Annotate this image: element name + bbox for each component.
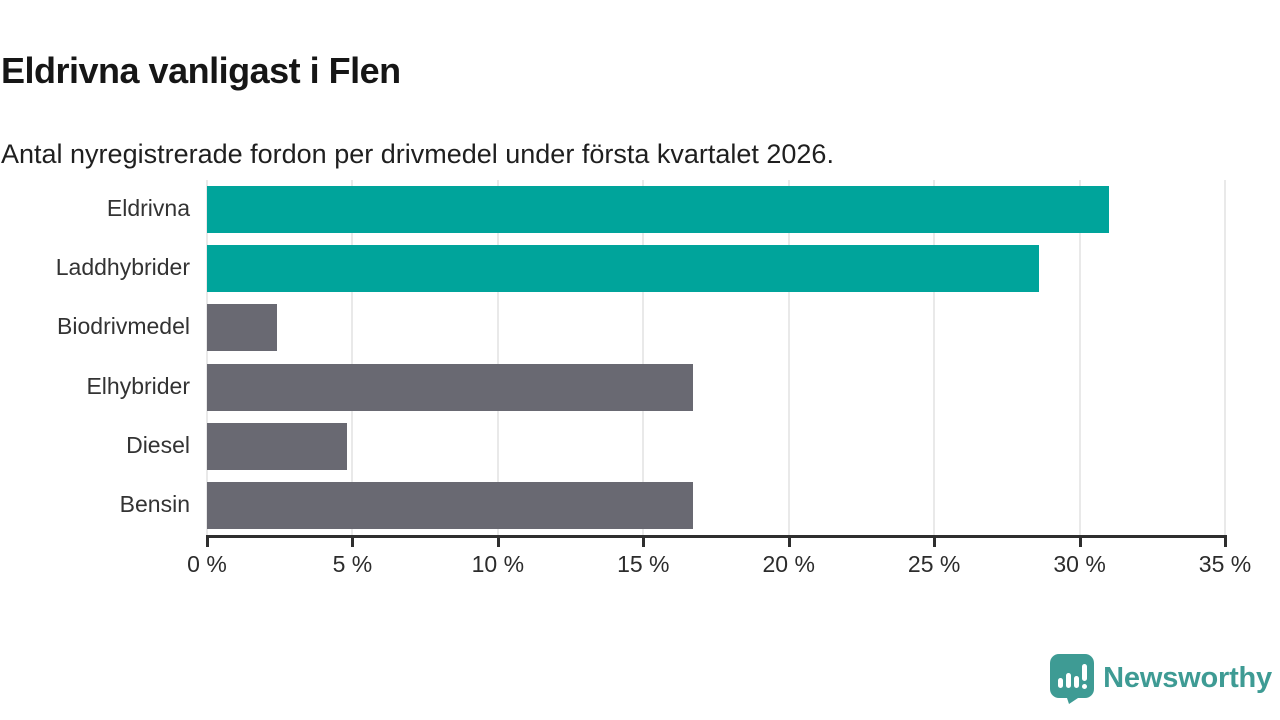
plot-area bbox=[206, 180, 1226, 535]
chart-subtitle: Antal nyregistrerade fordon per drivmede… bbox=[1, 139, 834, 169]
category-labels: Eldrivna Laddhybrider Biodrivmedel Elhybrid… bbox=[0, 180, 190, 535]
gridline bbox=[642, 180, 645, 535]
x-axis: 0 % 5 % 10 % 15 % 20 % 25 % 30 % 35 % bbox=[187, 535, 1251, 580]
x-tick-mark bbox=[1078, 535, 1082, 547]
x-axis-line bbox=[207, 535, 1225, 538]
gridline bbox=[1224, 180, 1226, 535]
brand-link[interactable]: Newsworthy bbox=[1049, 653, 1272, 704]
x-tick-label: 10 % bbox=[471, 551, 525, 577]
bar-chart: Eldrivna Laddhybrider Biodrivmedel Elhybrid… bbox=[0, 180, 1251, 580]
x-tick-mark bbox=[787, 535, 791, 547]
gridline bbox=[206, 180, 208, 535]
x-tick-label: 5 % bbox=[332, 551, 373, 577]
x-tick-mark bbox=[206, 535, 209, 547]
bar-biodrivmedel bbox=[207, 304, 277, 352]
x-tick-label: 15 % bbox=[617, 551, 670, 577]
x-tick-mark bbox=[496, 535, 500, 547]
gridline bbox=[351, 180, 354, 535]
category-label: Diesel bbox=[126, 431, 190, 458]
gridline bbox=[787, 180, 790, 535]
bar-diesel bbox=[207, 422, 347, 470]
x-tick-label: 35 % bbox=[1198, 551, 1252, 577]
chart-title: Eldrivna vanligast i Flen bbox=[1, 50, 401, 92]
category-label: Bensin bbox=[119, 490, 190, 517]
x-tick-mark bbox=[351, 535, 355, 547]
x-tick-mark bbox=[642, 535, 646, 547]
x-tick-label: 25 % bbox=[907, 551, 961, 577]
brand-name: Newsworthy bbox=[1103, 662, 1272, 694]
category-label: Elhybrider bbox=[86, 372, 190, 399]
bar-bensin bbox=[207, 481, 693, 529]
x-tick-mark bbox=[1224, 535, 1227, 547]
gridline bbox=[933, 180, 936, 535]
bar-elhybrider bbox=[207, 363, 693, 411]
category-label: Biodrivmedel bbox=[57, 313, 190, 340]
bar-laddhybrider bbox=[207, 245, 1039, 293]
gridline bbox=[496, 180, 499, 535]
category-label: Laddhybrider bbox=[55, 254, 190, 281]
bar-eldrivna bbox=[207, 186, 1109, 234]
gridline bbox=[1078, 180, 1081, 535]
x-tick-label: 30 % bbox=[1053, 551, 1106, 577]
x-tick-label: 0 % bbox=[187, 551, 227, 577]
category-label: Eldrivna bbox=[106, 195, 190, 222]
x-tick-label: 20 % bbox=[762, 551, 815, 577]
newsworthy-logo-icon bbox=[1049, 653, 1095, 704]
x-tick-mark bbox=[933, 535, 937, 547]
